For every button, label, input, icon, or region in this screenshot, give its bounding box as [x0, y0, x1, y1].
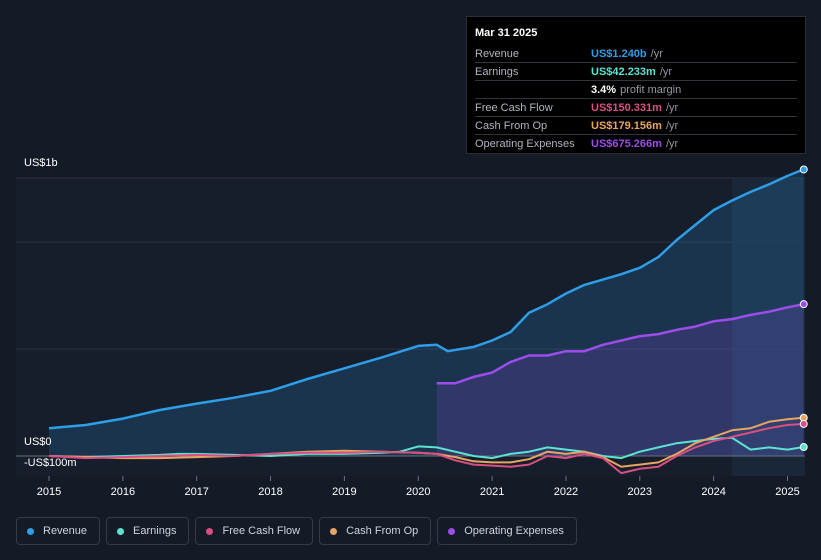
legend-dot-icon — [330, 527, 338, 535]
tooltip-row-value: US$1.240b — [591, 47, 647, 60]
free-cash-flow-line — [48, 422, 804, 475]
series-end-markers — [799, 165, 808, 452]
tooltip-row: Free Cash Flow US$150.331m/yr — [475, 98, 797, 116]
revenue-line — [48, 168, 805, 430]
legend-item[interactable]: Revenue — [16, 517, 101, 545]
tooltip-row-suffix: /yr — [659, 65, 673, 78]
x-tick-label: 2024 — [701, 486, 725, 498]
tooltip-row-value: US$42.233m — [591, 65, 656, 78]
tooltip: Mar 31 2025 Revenue US$1.240b/yr Earnings U… — [466, 16, 806, 154]
tooltip-row-label: Earnings — [475, 65, 519, 78]
tooltip-row-suffix: /yr — [665, 101, 679, 114]
x-axis-ticks: 2015 2016 2017 2018 2019 2020 2021 2022 2023 2024… — [37, 476, 800, 498]
tooltip-row-label: Revenue — [475, 47, 520, 60]
earnings-end-marker — [799, 443, 808, 452]
legend-item[interactable]: Earnings — [106, 517, 190, 545]
revenue-end-marker — [799, 165, 808, 174]
legend-dot-icon — [448, 527, 456, 535]
tooltip-row-suffix: profit margin — [620, 83, 682, 96]
x-tick-label: 2020 — [406, 486, 430, 498]
tooltip-row: Cash From Op US$179.156m/yr — [475, 116, 797, 134]
operating-expenses-area — [436, 304, 804, 456]
y-axis-label: US$0 — [24, 436, 52, 448]
tooltip-row-suffix: /yr — [665, 119, 679, 132]
tooltip-row-value: US$179.156m — [591, 119, 662, 132]
tooltip-row-suffix: /yr — [650, 47, 663, 60]
legend-label: Operating Expenses — [464, 525, 564, 537]
tooltip-row-label: Cash From Op — [475, 119, 548, 132]
x-tick-label: 2017 — [184, 486, 208, 498]
y-axis-labels: US$1b US$0 -US$100m — [24, 157, 77, 469]
tooltip-row: Earnings US$42.233m/yr — [475, 62, 797, 80]
legend-dot-icon — [27, 527, 34, 535]
x-tick-label: 2025 — [775, 486, 799, 498]
series-lines — [48, 168, 805, 475]
y-axis-label: -US$100m — [24, 457, 77, 469]
operating-expenses-end-marker — [799, 300, 808, 309]
x-tick-label: 2018 — [258, 486, 282, 498]
legend-label: Revenue — [43, 525, 88, 537]
tooltip-rows: Revenue US$1.240b/yr Earnings US$42.233m/yr… — [475, 45, 797, 152]
tooltip-row: Operating Expenses US$675.266m/yr — [475, 134, 797, 152]
revenue-area — [49, 169, 804, 456]
tooltip-date: Mar 31 2025 — [475, 27, 538, 39]
legend-dot-icon — [206, 527, 214, 535]
legend-item[interactable]: Free Cash Flow — [195, 517, 314, 545]
legend-dot-icon — [117, 527, 125, 535]
x-tick-label: 2016 — [111, 486, 135, 498]
y-axis-label: US$1b — [24, 157, 58, 169]
tooltip-row-label: Free Cash Flow — [475, 101, 553, 114]
tooltip-row-label: Operating Expenses — [475, 137, 575, 150]
legend-label: Free Cash Flow — [222, 525, 301, 537]
free-cash-flow-end-marker — [799, 419, 808, 428]
x-tick-label: 2019 — [332, 486, 356, 498]
legend-label: Earnings — [133, 525, 177, 537]
x-tick-label: 2015 — [37, 486, 61, 498]
legend-item[interactable]: Cash From Op — [319, 517, 432, 545]
x-tick-label: 2022 — [554, 486, 578, 498]
operating-expenses-line — [436, 302, 804, 385]
chart-grid — [16, 177, 805, 476]
tooltip-row-value: US$675.266m — [591, 137, 662, 150]
series-areas — [49, 169, 804, 456]
tooltip-row-value: US$150.331m — [591, 101, 662, 114]
plot-background — [16, 178, 805, 476]
legend-label: Cash From Op — [346, 525, 419, 537]
x-tick-label: 2023 — [628, 486, 652, 498]
legend: Revenue Earnings Free Cash Flow Cash From O… — [16, 517, 577, 545]
x-tick-label: 2021 — [480, 486, 504, 498]
tooltip-row-suffix: /yr — [665, 137, 679, 150]
forecast-highlight — [732, 178, 805, 476]
legend-item[interactable]: Operating Expenses — [437, 517, 577, 545]
tooltip-row-value: 3.4% — [591, 83, 617, 96]
tooltip-row: 3.4% profit margin — [475, 80, 797, 98]
tooltip-row: Revenue US$1.240b/yr — [475, 45, 797, 62]
